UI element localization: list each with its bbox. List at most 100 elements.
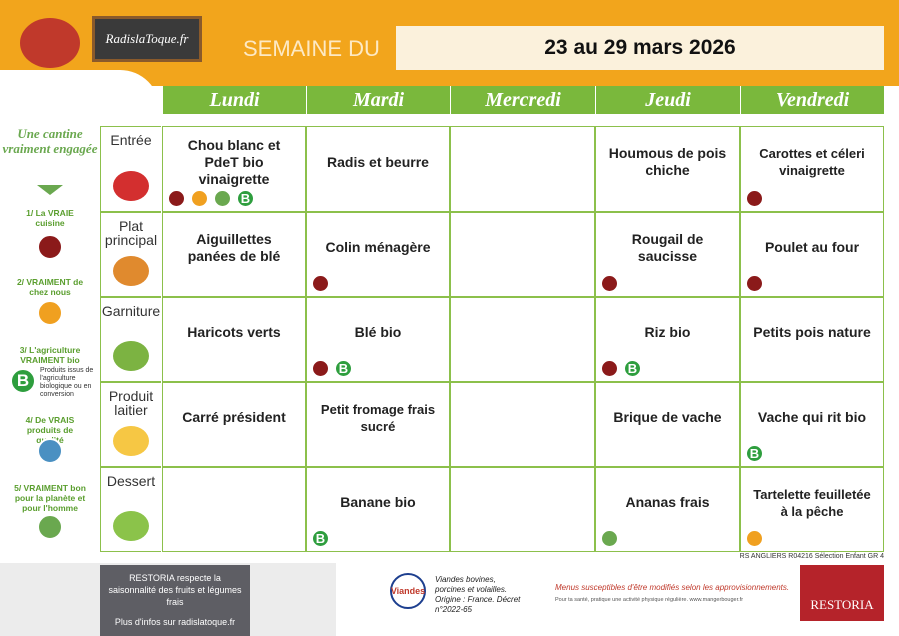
label-icon bbox=[190, 189, 209, 208]
menu-cell: Petit fromage frais sucré bbox=[306, 382, 450, 467]
day-header: Mercredi bbox=[450, 86, 595, 114]
header-cloud bbox=[0, 70, 160, 110]
bio-note: Produits issus de l'agriculture biologiq… bbox=[40, 367, 94, 398]
label-icon bbox=[745, 529, 764, 548]
dish-name: Carré président bbox=[182, 409, 286, 425]
viandes-logo: Viandes bbox=[390, 573, 426, 609]
dish-name: Blé bio bbox=[354, 324, 402, 340]
label-icon bbox=[311, 359, 330, 378]
course-name: Dessert bbox=[106, 473, 156, 489]
meat-origin: Viandes bovines, porcines et volailles. … bbox=[435, 575, 521, 614]
sidebar-item: 3/ L'agriculture VRAIMENT bio bbox=[19, 345, 81, 365]
dish-name: Carottes et céleri vinaigrette bbox=[759, 146, 865, 178]
label-icon bbox=[37, 234, 63, 260]
course-label: Entrée bbox=[100, 126, 161, 212]
label-icon bbox=[213, 189, 232, 208]
dish-name: Haricots verts bbox=[187, 324, 281, 340]
course-name: Entrée bbox=[110, 132, 152, 148]
dish-icons bbox=[745, 274, 764, 293]
dish-name: Petit fromage frais sucré bbox=[320, 401, 436, 434]
menu-cell: Radis et beurre bbox=[306, 126, 450, 212]
dish-icons bbox=[311, 274, 330, 293]
dish-name: Poulet au four bbox=[764, 239, 860, 255]
dish-icons bbox=[745, 529, 764, 548]
label-icon bbox=[745, 189, 764, 208]
dish-name: Colin ménagère bbox=[325, 239, 431, 255]
bio-badge: B bbox=[623, 359, 642, 378]
label-icon bbox=[167, 189, 186, 208]
course-label: Garniture bbox=[100, 297, 161, 382]
menu-cell: Riz bio B bbox=[595, 297, 740, 382]
week-label: SEMAINE DU bbox=[243, 36, 380, 61]
banner-link: Plus d'infos sur radislatoque.fr bbox=[114, 617, 236, 627]
reference: RS ANGLIERS R04216 Sélection Enfant GR 4 bbox=[739, 553, 884, 560]
dish-name: Aiguillettes panées de blé bbox=[187, 230, 281, 264]
dish-icons bbox=[600, 529, 619, 548]
course-name: Plat principal bbox=[104, 218, 158, 248]
dish-name: Chou blanc et PdeT bio vinaigrette bbox=[187, 136, 281, 187]
menu-cell: Chou blanc et PdeT bio vinaigrette B bbox=[162, 126, 306, 212]
menu-cell: Tartelette feuilletée à la pêche bbox=[740, 467, 884, 552]
day-header: Vendredi bbox=[740, 86, 884, 114]
dish-name: Banane bio bbox=[340, 494, 416, 510]
course-image bbox=[113, 341, 149, 371]
label-icon bbox=[600, 359, 619, 378]
menu-cell: Aiguillettes panées de blé bbox=[162, 212, 306, 297]
sidebar-item: 5/ VRAIMENT bon pour la planète et pour … bbox=[14, 483, 86, 513]
menu-cell: Rougail de saucisse bbox=[595, 212, 740, 297]
day-header: Lundi bbox=[162, 86, 306, 114]
dish-name: Petits pois nature bbox=[753, 324, 871, 340]
bio-badge: B bbox=[334, 359, 353, 378]
dish-icons: B bbox=[311, 529, 330, 548]
day-header: Jeudi bbox=[595, 86, 740, 114]
menu-cell: Colin ménagère bbox=[306, 212, 450, 297]
dish-name: Ananas frais bbox=[625, 494, 710, 510]
day-header: Mardi bbox=[306, 86, 450, 114]
dish-name: Riz bio bbox=[644, 324, 691, 340]
course-label: Plat principal bbox=[100, 212, 161, 297]
menu-cell: Brique de vache bbox=[595, 382, 740, 467]
dish-name: Radis et beurre bbox=[327, 153, 429, 170]
label-icon bbox=[311, 274, 330, 293]
dish-name: Houmous de pois chiche bbox=[608, 145, 727, 178]
menu-cell: Vache qui rit bio B bbox=[740, 382, 884, 467]
mascot bbox=[20, 18, 80, 68]
course-label: Dessert bbox=[100, 467, 161, 552]
dish-icons: B bbox=[167, 189, 255, 208]
course-name: Produit laitier bbox=[108, 388, 154, 418]
sidebar-item: 1/ La VRAIE cuisine bbox=[26, 208, 74, 228]
dish-icons bbox=[600, 274, 619, 293]
menu-cell bbox=[450, 467, 595, 552]
course-label: Produit laitier bbox=[100, 382, 161, 467]
sidebar-item: 2/ VRAIMENT de chez nous bbox=[16, 277, 84, 297]
banner-text: RESTORIA respecte la saisonnalité des fr… bbox=[108, 573, 242, 607]
label-icon bbox=[37, 514, 63, 540]
course-image bbox=[113, 171, 149, 201]
menu-cell: Poulet au four bbox=[740, 212, 884, 297]
dish-name: Tartelette feuilletée à la pêche bbox=[753, 486, 871, 519]
menu-cell bbox=[450, 126, 595, 212]
bio-badge: B bbox=[10, 368, 36, 394]
sidebar-arrow bbox=[37, 185, 63, 195]
menu-cell bbox=[162, 467, 306, 552]
menu-cell: Houmous de pois chiche bbox=[595, 126, 740, 212]
sidebar-title: Une cantine vraiment engagée bbox=[2, 126, 98, 156]
dish-icons: B bbox=[311, 359, 353, 378]
notice: Menus susceptibles d'être modifiés selon… bbox=[555, 583, 790, 592]
menu-cell: Carré président bbox=[162, 382, 306, 467]
dish-icons bbox=[745, 189, 764, 208]
logo: RadislaToque.fr bbox=[92, 16, 202, 62]
week-dates: 23 au 29 mars 2026 bbox=[396, 26, 884, 70]
label-icon bbox=[600, 529, 619, 548]
menu-cell: Carottes et céleri vinaigrette bbox=[740, 126, 884, 212]
bio-badge: B bbox=[236, 189, 255, 208]
dish-icons: B bbox=[745, 444, 764, 463]
dish-name: Vache qui rit bio bbox=[757, 409, 867, 425]
menu-cell: Banane bio B bbox=[306, 467, 450, 552]
menu-cell bbox=[450, 297, 595, 382]
menu-cell bbox=[450, 212, 595, 297]
bio-badge: B bbox=[311, 529, 330, 548]
dish-name: Brique de vache bbox=[613, 409, 722, 425]
brand-logo: RESTORIA bbox=[800, 565, 884, 621]
